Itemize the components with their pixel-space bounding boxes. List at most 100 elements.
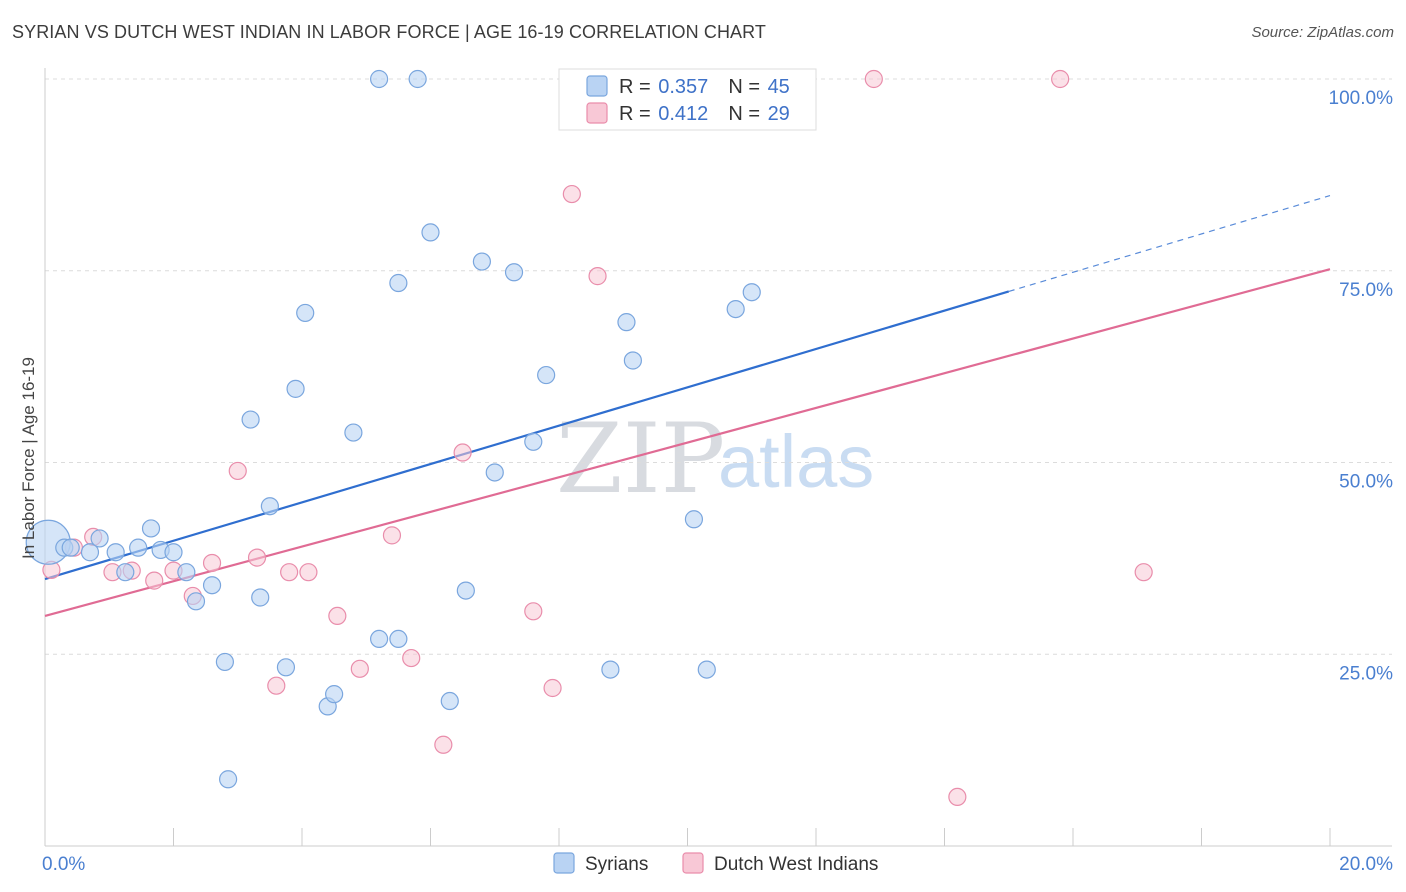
syrian-point-16: [241, 410, 260, 429]
syrian-point-26: [370, 69, 389, 89]
dwi-point-20: [524, 602, 543, 621]
dwi-n-value: 29: [768, 103, 790, 125]
syrian-point-3: [80, 543, 100, 562]
dwi-point-9: [228, 461, 247, 481]
syrian-point-31: [440, 691, 459, 711]
syrian-point-17: [251, 588, 270, 607]
watermark-zip: ZIP: [556, 403, 725, 515]
syrian-point-25: [370, 629, 389, 649]
syrian-trend-line: [44, 290, 1010, 581]
syrian-trend-extension: [1008, 195, 1331, 293]
syrian-point-2: [61, 538, 80, 557]
dwi-point-24: [864, 69, 883, 89]
syrian-point-30: [421, 223, 440, 242]
x-tick-label-1: 20.0%: [1339, 854, 1393, 875]
syrian-point-6: [116, 563, 135, 582]
dwi-point-19: [453, 443, 472, 462]
syrian-point-24: [344, 423, 363, 442]
syrians-legend-label: Syrians: [585, 854, 648, 875]
dwi-point-12: [280, 563, 299, 582]
dwi-point-23: [588, 267, 607, 286]
dwi-legend-row: R = 0.412 N = 29: [619, 103, 790, 125]
dwi-point-22: [562, 184, 581, 204]
dwi-legend-label: Dutch West Indians: [714, 854, 878, 875]
syrian-point-11: [177, 563, 196, 582]
dwi-point-14: [328, 606, 347, 626]
tick-labels: 25.0% 50.0% 75.0% 100.0% 0.0% 20.0%: [42, 88, 1393, 875]
syrian-point-18: [260, 497, 279, 516]
syrian-point-15: [219, 770, 238, 789]
y-tick-label-1: 50.0%: [1339, 472, 1393, 493]
y-tick-label-3: 100.0%: [1329, 88, 1394, 109]
dwi-trend-line: [44, 268, 1331, 617]
syrian-point-37: [537, 365, 556, 385]
syrian-n-label: N =: [728, 76, 765, 98]
dwi-r-label: R =: [619, 103, 656, 125]
syrian-point-27: [389, 629, 408, 649]
syrian-point-39: [617, 313, 636, 332]
dwi-point-25: [948, 787, 967, 807]
syrian-point-34: [485, 463, 504, 482]
syrian-point-21: [296, 303, 315, 323]
source-label: Source: ZipAtlas.com: [1251, 24, 1394, 41]
dwi-point-17: [402, 648, 421, 668]
syrian-point-10: [164, 543, 183, 562]
syrian-point-41: [684, 510, 704, 529]
dwi-point-18: [434, 735, 453, 754]
syrian-point-29: [408, 69, 427, 89]
syrian-point-4: [90, 529, 109, 548]
y-tick-label-0: 25.0%: [1339, 663, 1393, 684]
dwi-n-label: N =: [728, 103, 765, 125]
syrian-point-20: [286, 379, 305, 398]
syrian-legend-row: R = 0.357 N = 45: [619, 76, 790, 98]
syrian-point-5: [106, 543, 125, 562]
syrian-legend-swatch: [586, 75, 608, 97]
dwi-point-10: [247, 548, 267, 567]
dwi-point-27: [1134, 563, 1153, 582]
syrian-point-32: [456, 581, 475, 600]
syrian-point-33: [472, 252, 491, 271]
syrian-r-value: 0.357: [658, 76, 708, 98]
syrian-point-14: [215, 652, 234, 672]
watermark-atlas: atlas: [718, 420, 874, 503]
dwi-point-15: [350, 659, 369, 678]
syrian-point-38: [601, 660, 620, 679]
series-legend: Syrians Dutch West Indians: [553, 852, 878, 875]
syrian-point-43: [726, 300, 745, 319]
syrian-point-7: [129, 538, 148, 557]
dwi-point-11: [267, 676, 286, 695]
x-tick-label-0: 0.0%: [42, 854, 85, 875]
dwi-bottom-legend-swatch: [682, 852, 704, 874]
dwi-point-8: [202, 553, 222, 573]
syrian-point-19: [276, 658, 296, 677]
syrians-legend-swatch: [553, 852, 575, 874]
watermark: ZIP atlas: [556, 403, 874, 515]
axes: [44, 68, 1392, 847]
syrian-point-44: [742, 283, 761, 302]
syrian-point-42: [697, 660, 716, 679]
dwi-legend-swatch: [586, 102, 608, 124]
syrian-n-value: 45: [768, 76, 790, 98]
dwi-point-21: [543, 678, 562, 698]
dwi-point-13: [299, 563, 318, 582]
syrian-points: [25, 69, 761, 789]
dwi-point-26: [1051, 69, 1070, 89]
dwi-point-5: [145, 571, 164, 590]
syrian-point-28: [389, 273, 408, 293]
syrian-point-12: [186, 592, 206, 611]
syrian-point-40: [623, 351, 642, 370]
y-axis-label: In Labor Force | Age 16-19: [19, 357, 38, 559]
grid-lines: [45, 78, 1392, 655]
syrian-point-36: [524, 432, 543, 451]
dwi-r-value: 0.412: [658, 103, 708, 125]
chart-title: SYRIAN VS DUTCH WEST INDIAN IN LABOR FOR…: [12, 22, 767, 42]
syrian-point-8: [141, 519, 161, 538]
syrian-point-23: [325, 685, 344, 704]
dwi-point-16: [382, 526, 402, 545]
syrian-point-35: [504, 263, 524, 282]
y-tick-label-2: 75.0%: [1339, 280, 1393, 301]
syrian-point-13: [202, 576, 222, 595]
syrian-r-label: R =: [619, 76, 656, 98]
stats-legend: R = 0.357 N = 45 R = 0.412 N = 29: [558, 68, 817, 131]
